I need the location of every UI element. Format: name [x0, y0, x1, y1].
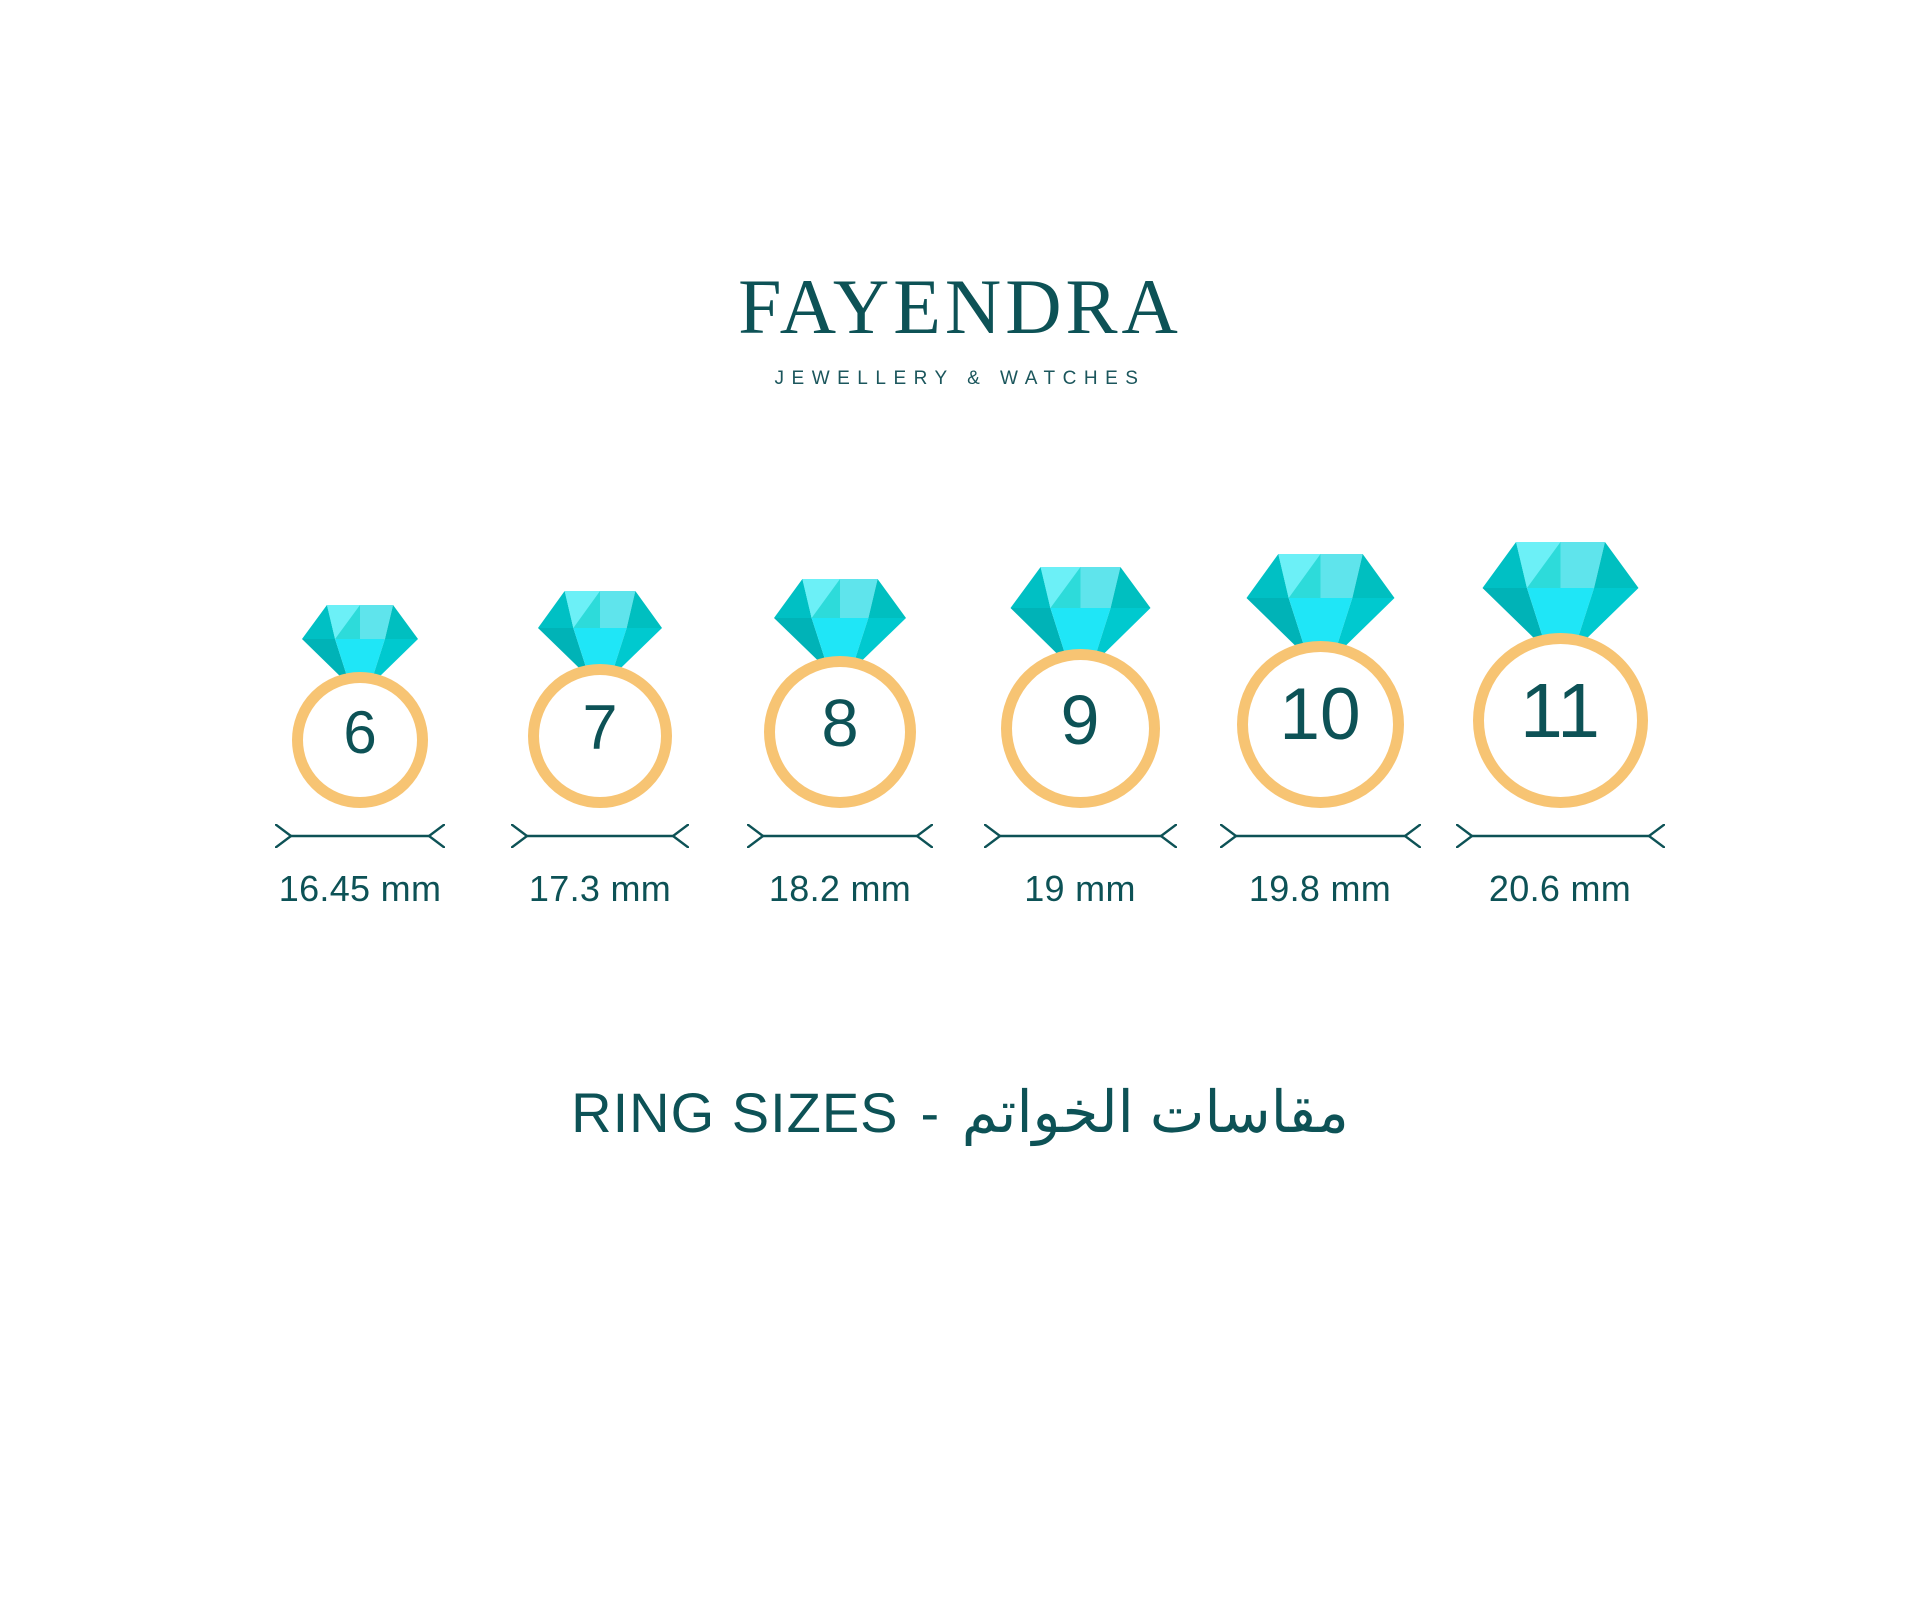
dimension-arrow-right [671, 824, 689, 848]
diamond-facet-table-highlight [1515, 542, 1560, 588]
diamond-facet-crown-right [868, 579, 906, 618]
dimension-arrow-right [915, 824, 933, 848]
dimension-arrow-left [275, 824, 293, 848]
ring-illustration: 9 [997, 567, 1164, 808]
ring-size-list: 6 16.45 mm 7 17.3 mm 8 18.2 mm 9 19 mm 10 19.8 mm… [240, 542, 1680, 910]
ring-band [1000, 649, 1160, 808]
ring-diameter-label: 17.3 mm [528, 868, 672, 909]
diamond-facet-crown-inner-right [1080, 567, 1120, 608]
ring-diameter-label: 20.6 mm [1488, 868, 1632, 909]
diamond-facet-crown-inner-right [1560, 542, 1605, 588]
diamond-facet-pavilion-left [302, 639, 351, 686]
diamond-facet-crown-left [1010, 567, 1050, 608]
ring-illustration: 6 [288, 605, 432, 808]
ring-band [292, 672, 428, 808]
brand-logo: FAYENDRA JEWELLERY & WATCHES [738, 268, 1182, 390]
dimension-line [1219, 824, 1421, 848]
ring-diameter-label: 19 mm [1024, 868, 1136, 909]
diamond-facet-table-highlight [802, 579, 840, 618]
diamond-facet-crown-left [1482, 542, 1527, 588]
diamond-facet-pavilion-left [1482, 588, 1547, 651]
ring-diameter-label: 16.45 mm [278, 868, 442, 909]
diamond-facet-crown-left [774, 579, 812, 618]
dimension-line [511, 824, 689, 848]
diamond-gem [1246, 554, 1394, 658]
ring-band [764, 656, 916, 808]
dimension-arrow-right [1158, 824, 1177, 848]
ring-band [1472, 633, 1648, 808]
diamond-facet-pavilion-right [1091, 608, 1150, 665]
dimension-line [1455, 824, 1665, 848]
diamond-facet-crown-inner-right [600, 591, 636, 628]
diamond-facet-crown-left [538, 591, 574, 628]
diamond-facet-crown-right [384, 605, 418, 639]
diamond-facet-crown-right [626, 591, 662, 628]
dimension-arrow-left [983, 824, 1002, 848]
ring-illustration: 10 [1233, 554, 1408, 808]
chart-title-english: RING SIZES [571, 1080, 899, 1144]
ring-size-item[interactable]: 10 19.8 mm [1200, 554, 1440, 910]
dimension-line [747, 824, 933, 848]
ring-illustration: 11 [1469, 542, 1652, 808]
diamond-facet-crown-right [1110, 567, 1150, 608]
dimension-arrow-left [1219, 824, 1238, 848]
diamond-facet-pavilion-left [1010, 608, 1069, 665]
diamond-facet-crown-inner-right [840, 579, 878, 618]
diamond-facet-crown-inner-right [1320, 554, 1363, 598]
diamond-facet-table-highlight [326, 605, 360, 639]
diamond-facet-pavilion-right [851, 618, 906, 671]
diamond-facet-table-highlight [1277, 554, 1320, 598]
ring-illustration: 8 [760, 579, 920, 808]
dimension-arrow-left [747, 824, 765, 848]
dimension-arrow-right [427, 824, 445, 848]
chart-title-arabic: مقاسات الخواتم [961, 1080, 1349, 1145]
brand-tagline: JEWELLERY & WATCHES [774, 368, 1146, 389]
diamond-facet-crown-right [1351, 554, 1394, 598]
diamond-facet-table-highlight [564, 591, 600, 628]
diamond-facet-pavilion-left [774, 618, 829, 671]
diamond-facet-crown-left [302, 605, 336, 639]
diamond-facet-pavilion-right [369, 639, 418, 686]
brand-wordmark: FAYENDRA [738, 263, 1182, 350]
ring-size-item[interactable]: 11 20.6 mm [1440, 542, 1680, 910]
dimension-line [275, 824, 445, 848]
ring-size-item[interactable]: 8 18.2 mm [720, 579, 960, 910]
dimension-arrow-left [1455, 824, 1474, 848]
dimension-arrow-left [511, 824, 529, 848]
ring-diameter-label: 18.2 mm [768, 868, 912, 909]
diamond-facet-pavilion-right [1573, 588, 1638, 651]
diamond-facet-crown-left [1246, 554, 1289, 598]
ring-illustration: 7 [524, 591, 676, 808]
ring-band [1236, 641, 1404, 808]
dimension-arrow-right [1402, 824, 1421, 848]
ring-size-item[interactable]: 6 16.45 mm [240, 605, 480, 910]
chart-title-separator: - [920, 1080, 940, 1144]
diamond-facet-crown-inner-right [360, 605, 394, 639]
chart-title: RING SIZES - مقاسات الخواتم [571, 1078, 1349, 1146]
diamond-facet-table-highlight [1040, 567, 1080, 608]
diamond-facet-crown-right [1593, 542, 1638, 588]
dimension-line [983, 824, 1177, 848]
dimension-arrow-right [1646, 824, 1665, 848]
ring-band [528, 664, 672, 808]
ring-size-item[interactable]: 7 17.3 mm [480, 591, 720, 910]
ring-size-item[interactable]: 9 19 mm [960, 567, 1200, 910]
ring-diameter-label: 19.8 mm [1248, 868, 1392, 909]
